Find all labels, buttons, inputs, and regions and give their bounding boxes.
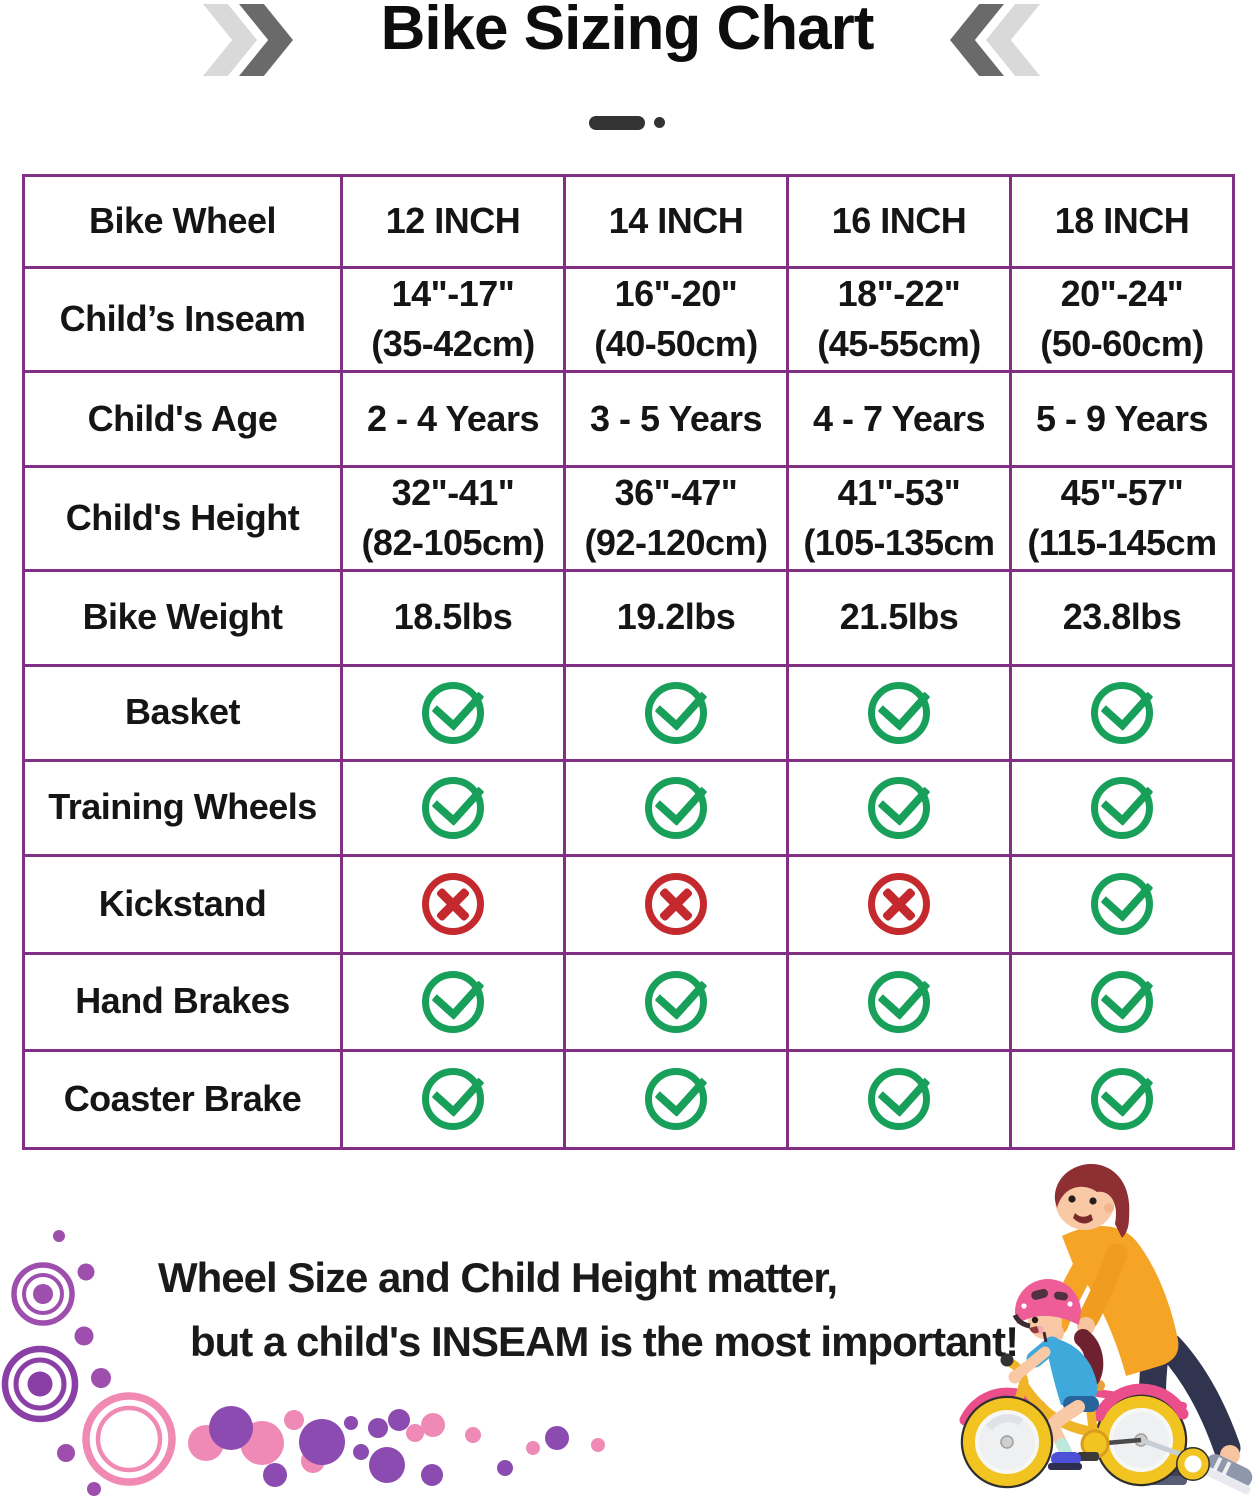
dash-shape xyxy=(589,115,645,130)
check-icon xyxy=(1091,873,1153,936)
table-cell xyxy=(563,1048,789,1150)
table-row-weight: Bike Weight 18.5lbs 19.2lbs 21.5lbs 23.8… xyxy=(22,568,1235,667)
check-icon xyxy=(422,776,484,839)
table-cell xyxy=(786,758,1012,857)
table-cell xyxy=(786,853,1012,955)
cross-icon xyxy=(645,873,707,936)
table-cell: 2 - 4 Years xyxy=(340,369,566,468)
girl-figure xyxy=(1008,1278,1104,1470)
ring-icon xyxy=(82,1392,176,1486)
row-label: Basket xyxy=(22,663,343,762)
check-icon xyxy=(422,970,484,1033)
column-header: 12 INCH xyxy=(340,174,566,269)
table-cell xyxy=(1009,853,1235,955)
check-icon xyxy=(1091,1068,1153,1131)
check-icon xyxy=(868,681,930,744)
table-cell xyxy=(563,853,789,955)
row-label: Kickstand xyxy=(22,853,343,955)
table-cell xyxy=(563,951,789,1052)
check-icon xyxy=(645,681,707,744)
table-cell: 20"-24" (50-60cm) xyxy=(1009,266,1235,373)
table-cell: 18.5lbs xyxy=(340,568,566,667)
page-title: Bike Sizing Chart xyxy=(380,0,875,63)
column-header: 16 INCH xyxy=(786,174,1012,269)
bullseye-icon xyxy=(1,1345,79,1423)
decorative-dots xyxy=(1,1230,605,1496)
table-cell: 3 - 5 Years xyxy=(563,369,789,468)
column-header: 18 INCH xyxy=(1009,174,1235,269)
table-row-bike-wheel: Bike Wheel 12 INCH 14 INCH 16 INCH 18 IN… xyxy=(22,174,1235,269)
bike-sizing-table: Bike Wheel 12 INCH 14 INCH 16 INCH 18 IN… xyxy=(22,174,1235,1150)
table-cell xyxy=(563,758,789,857)
cross-icon xyxy=(868,873,930,936)
header: Bike Sizing Chart xyxy=(0,0,1254,140)
check-icon xyxy=(1091,681,1153,744)
cross-icon xyxy=(422,873,484,936)
check-icon xyxy=(868,970,930,1033)
row-label: Bike Weight xyxy=(22,568,343,667)
table-row-height: Child's Height 32"-41" (82-105cm) 36"-47"… xyxy=(22,464,1235,572)
table-cell xyxy=(340,853,566,955)
note-line-1: Wheel Size and Child Height matter, xyxy=(158,1254,838,1301)
table-cell xyxy=(340,663,566,762)
table-cell: 19.2lbs xyxy=(563,568,789,667)
table-row-hand-brakes: Hand Brakes xyxy=(22,951,1235,1052)
table-cell xyxy=(1009,758,1235,857)
table-cell xyxy=(786,951,1012,1052)
table-row-age: Child's Age 2 - 4 Years 3 - 5 Years 4 - … xyxy=(22,369,1235,468)
check-icon xyxy=(868,776,930,839)
table-cell xyxy=(340,758,566,857)
table-row-training-wheels: Training Wheels xyxy=(22,758,1235,857)
table-cell: 23.8lbs xyxy=(1009,568,1235,667)
table-cell xyxy=(1009,1048,1235,1150)
table-cell xyxy=(563,663,789,762)
check-icon xyxy=(868,1068,930,1131)
table-cell: 18"-22" (45-55cm) xyxy=(786,266,1012,373)
table-cell: 45"-57" (115-145cm xyxy=(1009,464,1235,572)
row-label: Bike Wheel xyxy=(22,174,343,269)
table-cell: 4 - 7 Years xyxy=(786,369,1012,468)
check-icon xyxy=(422,681,484,744)
table-row-coaster-brake: Coaster Brake xyxy=(22,1048,1235,1150)
note-line-2: but a child's INSEAM is the most importa… xyxy=(190,1317,1019,1365)
check-icon xyxy=(645,1068,707,1131)
table-cell: 32"-41" (82-105cm) xyxy=(340,464,566,572)
column-header: 14 INCH xyxy=(563,174,789,269)
table-cell xyxy=(1009,951,1235,1052)
bullseye-icon xyxy=(11,1262,75,1326)
row-label: Child's Age xyxy=(22,369,343,468)
row-label: Hand Brakes xyxy=(22,951,343,1052)
table-cell xyxy=(786,1048,1012,1150)
row-label: Coaster Brake xyxy=(22,1048,343,1150)
row-label: Child's Height xyxy=(22,464,343,572)
footer-note: Wheel Size and Child Height matter, but … xyxy=(158,1246,1019,1374)
title-underline xyxy=(0,114,1254,132)
table-cell: 21.5lbs xyxy=(786,568,1012,667)
table-cell: 16"-20" (40-50cm) xyxy=(563,266,789,373)
table-cell: 41"-53" (105-135cm xyxy=(786,464,1012,572)
table-cell: 36"-47" (92-120cm) xyxy=(563,464,789,572)
table-cell: 14"-17" (35-42cm) xyxy=(340,266,566,373)
double-chevron-right-icon xyxy=(203,4,293,76)
check-icon xyxy=(645,970,707,1033)
dot-shape xyxy=(654,117,665,129)
table-row-inseam: Child’s Inseam 14"-17" (35-42cm) 16"-20"(… xyxy=(22,266,1235,373)
check-icon xyxy=(1091,970,1153,1033)
family-bike-illustration xyxy=(959,1163,1253,1495)
table-cell xyxy=(786,663,1012,762)
bike-front-wheel xyxy=(960,1395,1054,1489)
double-chevron-left-icon xyxy=(950,4,1040,76)
table-cell xyxy=(1009,663,1235,762)
table-row-kickstand: Kickstand xyxy=(22,853,1235,955)
check-icon xyxy=(1091,776,1153,839)
table-row-basket: Basket xyxy=(22,663,1235,762)
check-icon xyxy=(422,1068,484,1131)
check-icon xyxy=(645,776,707,839)
table-cell: 5 - 9 Years xyxy=(1009,369,1235,468)
table-cell xyxy=(340,1048,566,1150)
table-cell xyxy=(340,951,566,1052)
row-label: Training Wheels xyxy=(22,758,343,857)
row-label: Child’s Inseam xyxy=(22,266,343,373)
